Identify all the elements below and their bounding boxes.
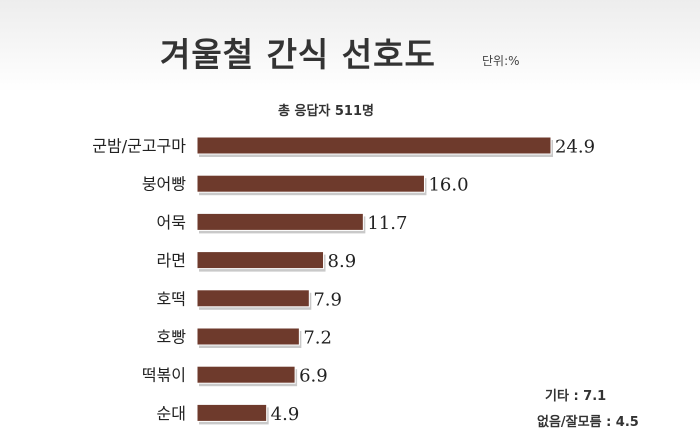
category-label-item-2: 붕어빵	[142, 175, 186, 194]
category-label-item-4: 라면	[157, 251, 186, 270]
title-banner	[0, 0, 700, 92]
value-label-item-1: 24.9	[555, 137, 595, 158]
category-label-item-6: 호빵	[157, 328, 187, 347]
chart-title: 겨울철 간식 선호도	[160, 35, 436, 74]
bar-item-4	[196, 251, 325, 270]
bar-item-8	[196, 403, 268, 422]
value-label-item-4: 8.9	[328, 251, 357, 272]
category-label-item-3: 어묵	[157, 213, 186, 232]
bar-item-6	[196, 327, 300, 346]
value-label-item-8: 4.9	[271, 404, 300, 425]
value-label-item-7: 6.9	[299, 366, 328, 387]
unit-label: 단위:%	[482, 54, 520, 68]
value-label-item-2: 16.0	[428, 175, 468, 196]
value-label-item-5: 7.9	[313, 289, 342, 310]
value-label-item-3: 11.7	[367, 213, 407, 234]
category-label-item-5: 호떡	[157, 289, 186, 308]
bar-item-2	[196, 174, 425, 193]
note-none: 없음/잘모름 : 4.5	[537, 415, 639, 430]
category-label-item-7: 떡볶이	[142, 366, 186, 385]
bar-item-1	[196, 136, 552, 155]
bar-item-7	[196, 365, 296, 384]
category-label-item-8: 순대	[157, 404, 186, 423]
category-label-item-1: 군밤/군고구마	[92, 137, 186, 156]
note-other: 기타 : 7.1	[545, 389, 607, 404]
respondents-count: 총 응답자 511명	[278, 104, 374, 119]
value-label-item-6: 7.2	[303, 328, 332, 349]
bar-item-3	[196, 212, 364, 231]
bar-item-5	[196, 289, 310, 308]
